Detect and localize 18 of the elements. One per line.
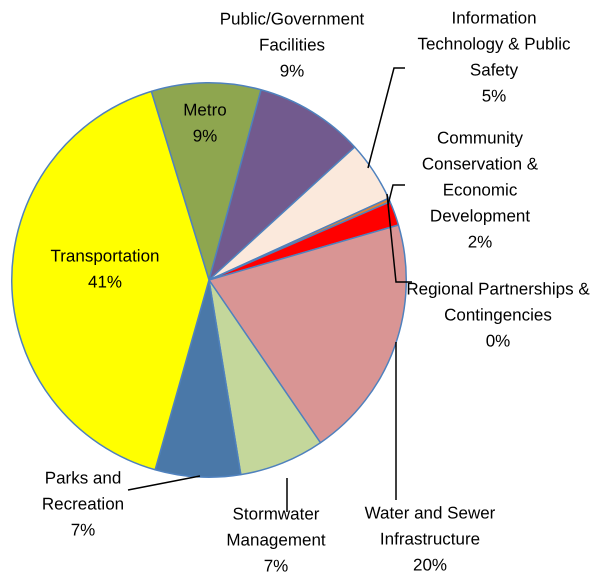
data-label: 7% [70,520,96,540]
data-label: 2% [468,232,492,252]
slice-label: Regional Partnerships & Contingencies [406,280,590,325]
data-label: 9% [192,126,218,146]
slice-label: Public/Government Facilities [220,10,365,55]
slice-label: Parks and Recreation [42,468,124,514]
slice-label: Information Technology & Public Safety [417,8,572,80]
slice-label: Water and Sewer Infrastructure [364,504,496,549]
slice-label: Community Conservation & Economic Development [422,128,539,226]
data-label: 5% [482,86,506,106]
data-label: 0% [486,332,510,351]
slice-label: Transportation [50,246,160,266]
slice-label: Metro [183,100,227,120]
data-label: 20% [412,556,448,575]
data-label: 9% [280,62,304,81]
data-label: 7% [264,556,288,576]
slice-label: Stormwater Management [226,504,326,550]
data-label: 41% [88,272,122,292]
